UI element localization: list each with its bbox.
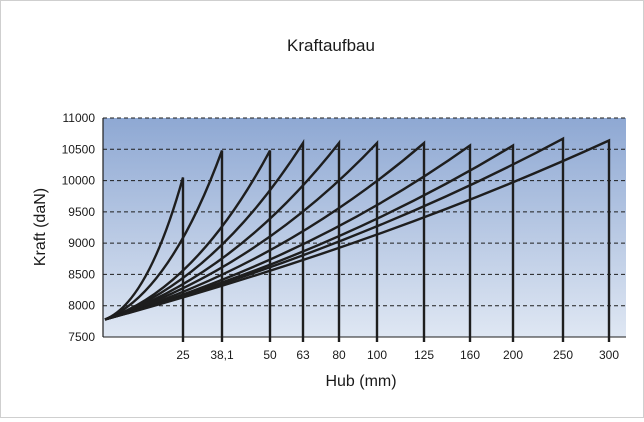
y-tick-label-7500: 7500 (68, 330, 95, 344)
series-group (104, 136, 611, 342)
x-tick-label-250: 250 (553, 348, 573, 362)
x-tick-label-125: 125 (414, 348, 434, 362)
series-line-100 (104, 140, 379, 342)
series-line-300 (104, 138, 611, 342)
y-tick-label-10500: 10500 (62, 142, 96, 156)
y-tick-label-9500: 9500 (68, 205, 95, 219)
y-tick-label-9000: 9000 (68, 236, 95, 250)
series-line-38-1 (104, 150, 224, 342)
y-tick-labels: 7500 8000 8500 9000 9500 10000 10500 11000 (62, 111, 96, 344)
x-tick-label-25: 25 (176, 348, 190, 362)
chart-title: Kraftaufbau (287, 36, 375, 55)
x-tick-label-160: 160 (460, 348, 480, 362)
x-axis-title: Hub (mm) (325, 373, 396, 390)
x-tick-label-100: 100 (367, 348, 387, 362)
x-tick-labels: 25 38,1 50 63 80 100 125 160 200 250 300 (176, 348, 619, 362)
x-tick-label-80: 80 (332, 348, 346, 362)
y-tick-label-8000: 8000 (68, 299, 95, 313)
y-tick-label-10000: 10000 (62, 174, 96, 188)
y-tick-label-8500: 8500 (68, 267, 95, 281)
x-tick-label-50: 50 (263, 348, 277, 362)
x-tick-label-63: 63 (296, 348, 310, 362)
series-line-125 (104, 140, 426, 342)
x-tick-label-300: 300 (599, 348, 619, 362)
x-tick-label-38-1: 38,1 (210, 348, 234, 362)
x-tick-label-200: 200 (503, 348, 523, 362)
y-tick-label-11000: 11000 (63, 111, 96, 125)
y-axis-title: Kraft (daN) (32, 188, 49, 266)
plot-background (103, 118, 626, 337)
